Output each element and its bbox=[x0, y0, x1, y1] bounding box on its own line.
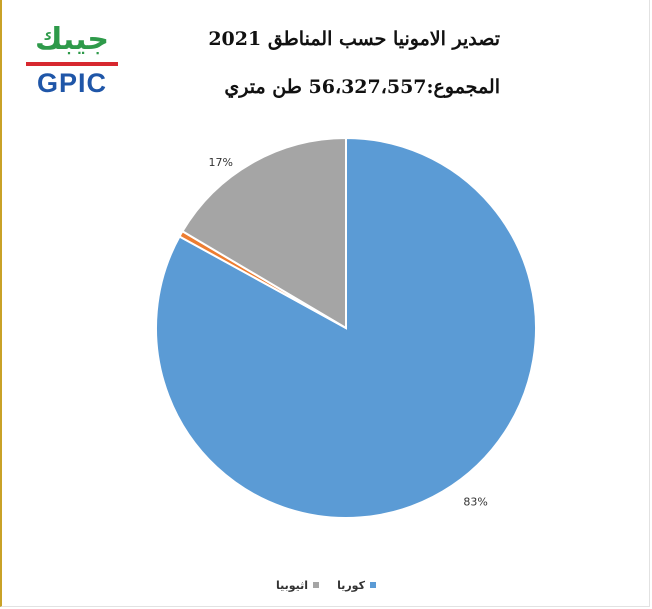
legend-label-0: كوريا bbox=[337, 578, 365, 592]
pie-slice-label-0: 83% bbox=[463, 496, 487, 509]
legend-entry-0: كوريا bbox=[337, 579, 376, 592]
chart-legend: كوريا اثيوبيا bbox=[0, 575, 652, 595]
logo-arabic-text: جيبك bbox=[34, 22, 110, 57]
pie-slice-2 bbox=[181, 136, 347, 330]
chart-subtitle: المجموع:56،327،557 طن متري bbox=[224, 76, 500, 98]
chart-title: تصدير الامونيا حسب المناطق 2021 bbox=[208, 28, 500, 50]
legend-swatch-1 bbox=[313, 582, 320, 588]
logo-red-bar bbox=[26, 62, 118, 66]
legend-swatch-0 bbox=[369, 582, 376, 588]
logo-latin-text: GPIC bbox=[36, 68, 107, 98]
legend-label-1: اثيوبيا bbox=[276, 578, 309, 592]
pie-slice-label-2: 17% bbox=[208, 156, 232, 169]
gpic-logo: جيبك GPIC bbox=[22, 22, 122, 102]
legend-entry-1: اثيوبيا bbox=[276, 578, 320, 592]
